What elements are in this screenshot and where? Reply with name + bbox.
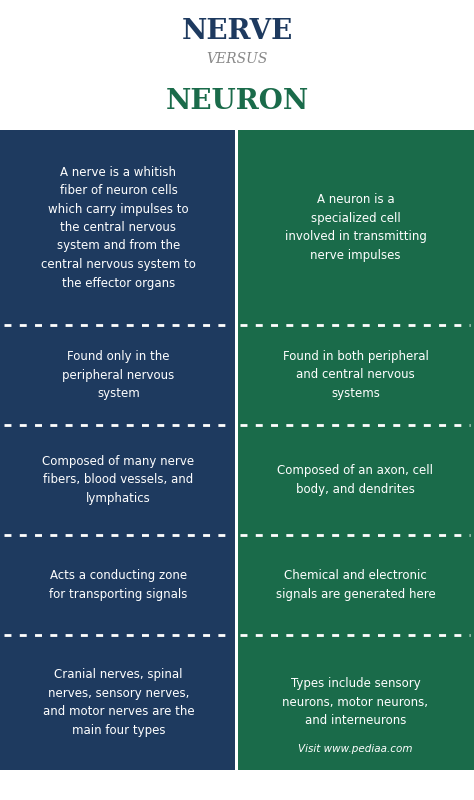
Bar [238, 635, 474, 770]
Text: A neuron is a
specialized cell
involved in transmitting
nerve impulses: A neuron is a specialized cell involved … [284, 194, 427, 262]
Bar [238, 425, 474, 535]
Bar [0, 635, 236, 770]
Bar [0, 425, 236, 535]
Bar [238, 130, 474, 325]
Text: Visit www.pediaa.com: Visit www.pediaa.com [298, 744, 413, 754]
Text: Types include sensory
neurons, motor neurons,
and interneurons: Types include sensory neurons, motor neu… [283, 678, 428, 727]
Bar [0, 325, 236, 425]
Text: NEURON: NEURON [165, 88, 309, 115]
Text: VERSUS: VERSUS [206, 52, 268, 66]
Text: A nerve is a whitish
fiber of neuron cells
which carry impulses to
the central n: A nerve is a whitish fiber of neuron cel… [41, 166, 196, 290]
Bar [238, 325, 474, 425]
Text: Acts a conducting zone
for transporting signals: Acts a conducting zone for transporting … [49, 570, 188, 601]
Bar [238, 535, 474, 635]
Text: Found in both peripheral
and central nervous
systems: Found in both peripheral and central ner… [283, 350, 428, 400]
Text: NERVE: NERVE [182, 18, 292, 45]
Text: Composed of an axon, cell
body, and dendrites: Composed of an axon, cell body, and dend… [277, 464, 434, 496]
Text: Composed of many nerve
fibers, blood vessels, and
lymphatics: Composed of many nerve fibers, blood ves… [43, 455, 194, 505]
Text: Chemical and electronic
signals are generated here: Chemical and electronic signals are gene… [275, 570, 436, 601]
Bar [0, 130, 236, 325]
Text: Found only in the
peripheral nervous
system: Found only in the peripheral nervous sys… [63, 350, 174, 400]
Bar [0, 535, 236, 635]
Text: Cranial nerves, spinal
nerves, sensory nerves,
and motor nerves are the
main fou: Cranial nerves, spinal nerves, sensory n… [43, 668, 194, 737]
